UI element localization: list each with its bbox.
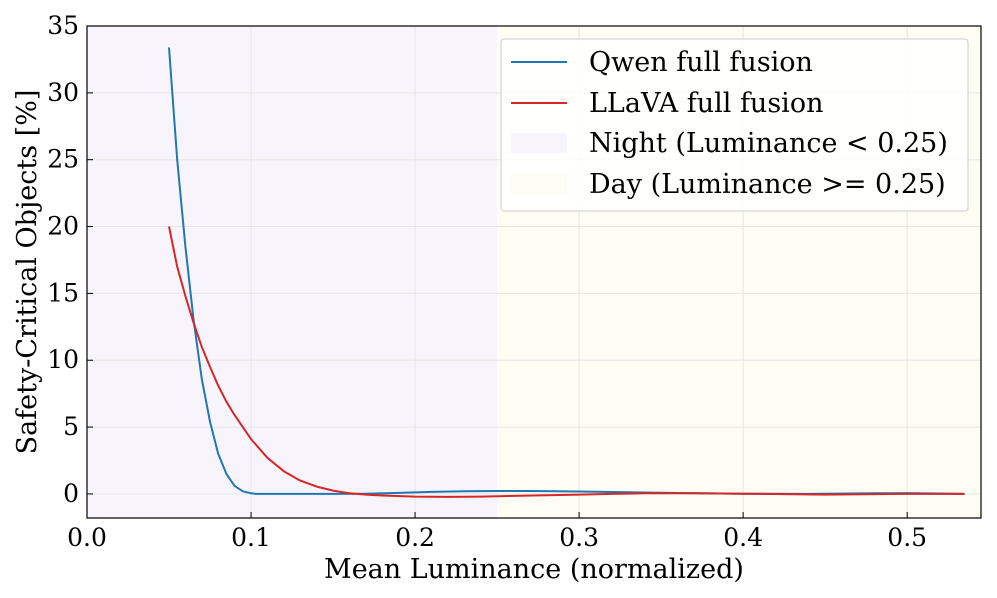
y-tick-label: 35 [47,11,79,40]
region-night [87,26,498,518]
x-axis-label: Mean Luminance (normalized) [324,554,744,585]
legend-label-qwen: Qwen full fusion [589,47,813,78]
x-tick-label: 0.5 [887,523,927,552]
legend: Qwen full fusion LLaVA full fusion Night… [500,38,969,212]
series-lines [168,47,965,498]
legend-label-night: Night (Luminance < 0.25) [589,128,948,159]
plot-frame [86,25,982,519]
legend-label-llava: LLaVA full fusion [589,88,823,119]
y-tick-label: 15 [47,278,79,307]
y-tick-label: 30 [47,78,79,107]
y-tick-label: 10 [47,345,79,374]
legend-label-day: Day (Luminance >= 0.25) [589,169,946,200]
x-axis-ticks: 0.0 0.1 0.2 0.3 0.4 0.5 [67,512,927,552]
y-tick-label: 0 [63,479,79,508]
legend-swatch-night [511,133,567,153]
y-tick-label: 25 [47,145,79,174]
y-axis-label: Safety-Critical Objects [%] [12,90,43,455]
x-tick-label: 0.1 [231,523,271,552]
x-tick-label: 0.4 [723,523,763,552]
x-tick-label: 0.3 [559,523,599,552]
series-line-llava [168,226,965,498]
x-tick-label: 0.0 [67,523,107,552]
y-tick-label: 20 [47,212,79,241]
y-axis-ticks: 0 5 10 15 20 25 30 35 [47,11,93,508]
x-tick-label: 0.2 [395,523,435,552]
y-tick-label: 5 [63,412,79,441]
legend-swatch-day [511,174,567,194]
legend-box [500,38,969,212]
